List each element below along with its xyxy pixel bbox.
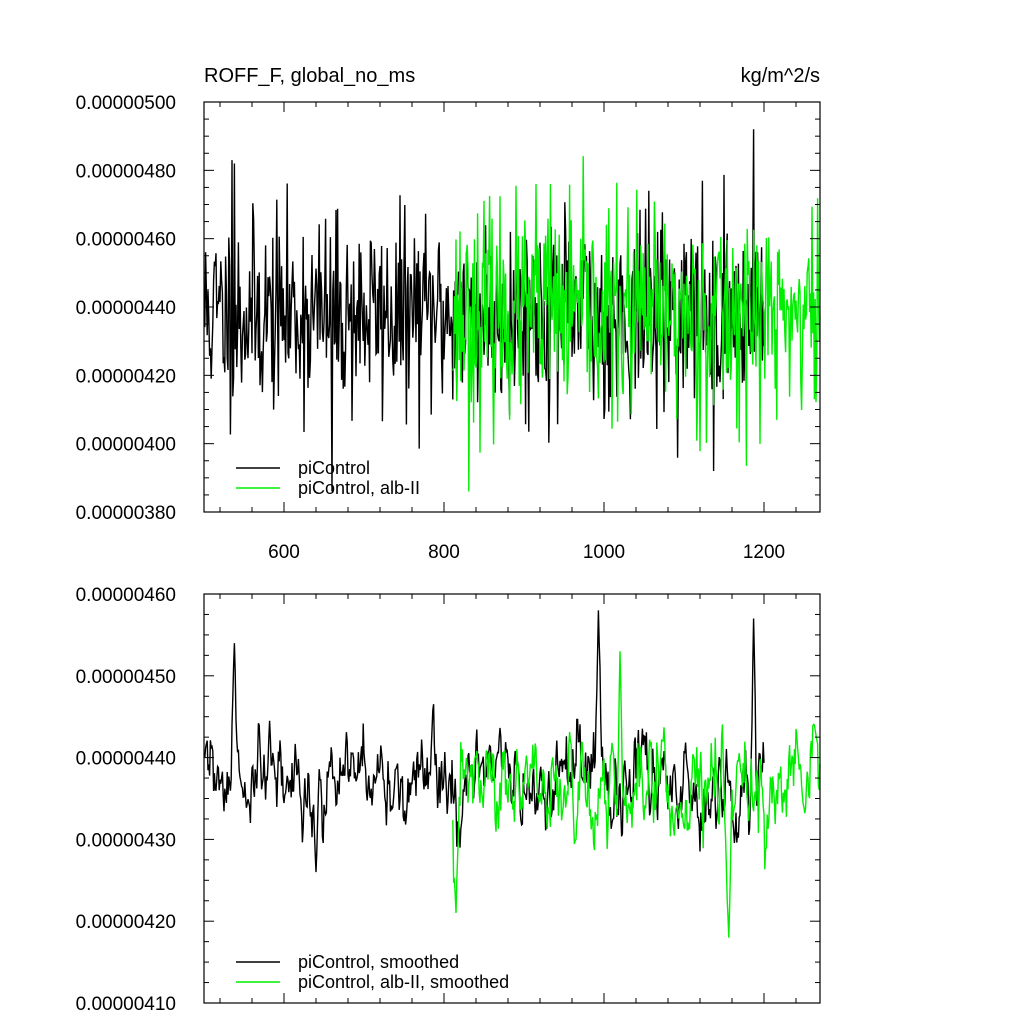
y-tick-label: 0.00000460 [76, 585, 176, 606]
y-tick-label: 0.00000440 [76, 298, 176, 319]
series-line-picontrol-alb-ii [452, 651, 821, 938]
y-tick-label: 0.00000380 [76, 503, 176, 524]
x-tick-label: 1000 [583, 542, 625, 563]
chart-title: ROFF_F, global_no_ms [204, 65, 415, 87]
series-line-picontrol [204, 610, 765, 873]
legend-label: piControl, alb-II [298, 478, 420, 498]
legend-label: piControl [298, 458, 370, 478]
x-tick-label: 1200 [743, 542, 785, 563]
y-tick-label: 0.00000430 [76, 830, 176, 851]
y-tick-label: 0.00000480 [76, 161, 176, 182]
y-tick-label: 0.00000410 [76, 994, 176, 1015]
series-line-picontrol-alb-ii [452, 156, 821, 492]
chart-units: kg/m^2/s [741, 65, 820, 87]
y-tick-label: 0.00000440 [76, 749, 176, 770]
y-tick-label: 0.00000420 [76, 366, 176, 387]
y-tick-label: 0.00000500 [76, 93, 176, 114]
top-panel: 0.00000380 0.00000400 0.00000420 0.00000440… [76, 93, 821, 563]
y-tick-label: 0.00000460 [76, 230, 176, 251]
bottom-panel: 0.00000410 0.00000420 0.00000430 0.00000440… [76, 585, 821, 1015]
legend-label: piControl, smoothed [298, 952, 459, 972]
x-tick-label: 800 [428, 542, 460, 563]
legend-label: piControl, alb-II, smoothed [298, 972, 509, 992]
y-tick-label: 0.00000450 [76, 667, 176, 688]
y-tick-label: 0.00000420 [76, 912, 176, 933]
x-tick-label: 600 [268, 542, 300, 563]
y-tick-label: 0.00000400 [76, 435, 176, 456]
